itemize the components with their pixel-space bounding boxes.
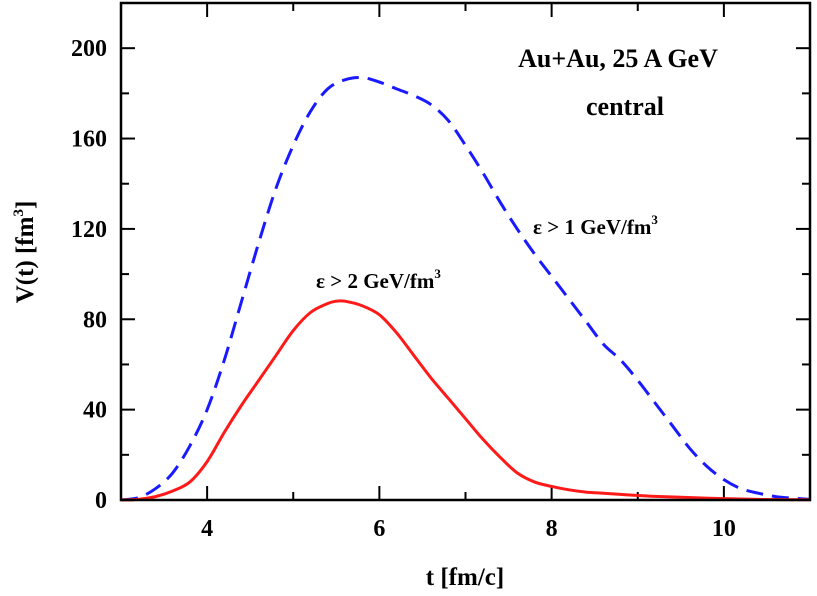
y-tick-label: 80 — [83, 307, 107, 333]
series-layer — [120, 75, 811, 502]
y-axis-title-sup: 3 — [11, 209, 27, 217]
y-axis-title-close: ] — [12, 201, 39, 209]
x-tick-label: 4 — [201, 516, 213, 542]
y-axis-title: V(t) [fm3] — [11, 201, 39, 304]
dashed-curve-label-main: ε > 1 GeV/fm — [533, 215, 652, 239]
solid-curve-label-main: ε > 2 GeV/fm — [316, 269, 435, 293]
y-axis-title-main: V(t) [fm — [12, 216, 39, 303]
solid-curve-label: ε > 2 GeV/fm3 — [316, 266, 441, 293]
y-tick-label: 200 — [71, 36, 107, 62]
x-axis-title: t [fm/c] — [426, 564, 504, 591]
x-tick-label: 6 — [373, 516, 385, 542]
system-annotation: Au+Au, 25 A GeV — [518, 44, 718, 73]
series-line-eps-gt-2 — [120, 299, 811, 502]
solid-curve-label-sup: 3 — [434, 266, 441, 281]
x-tick-label: 8 — [546, 516, 558, 542]
y-tick-label: 0 — [95, 488, 107, 514]
y-tick-label: 120 — [71, 217, 107, 243]
y-tick-label: 160 — [71, 127, 107, 153]
dashed-curve-label: ε > 1 GeV/fm3 — [533, 212, 658, 239]
series-line-eps-gt-1 — [120, 75, 811, 502]
centrality-annotation: central — [586, 92, 664, 121]
axis-tick-labels: 4 6 8 10 0 40 80 120 160 200 — [71, 36, 736, 542]
x-tick-label: 10 — [712, 516, 736, 542]
y-tick-label: 40 — [83, 398, 107, 424]
plot-frame — [119, 1, 812, 502]
dashed-curve-label-sup: 3 — [651, 212, 658, 227]
